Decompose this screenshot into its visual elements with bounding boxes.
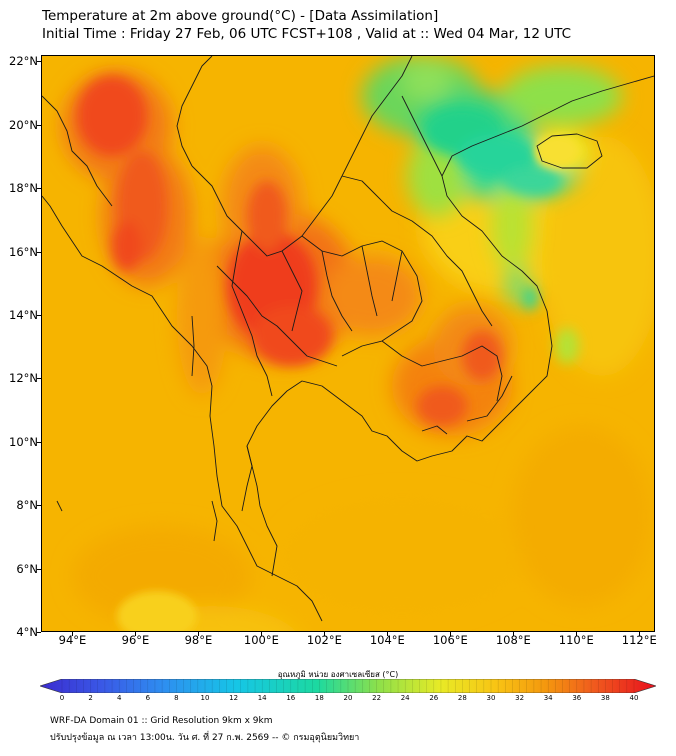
lon-tick bbox=[324, 632, 326, 636]
lat-tick bbox=[37, 632, 41, 633]
colorbar-tick-32: 32 bbox=[515, 694, 525, 702]
colorbar-tick-30: 30 bbox=[486, 694, 496, 702]
lat-tick bbox=[37, 505, 41, 507]
lon-label-108: 108°E bbox=[495, 633, 531, 647]
lon-tick bbox=[513, 632, 515, 636]
colorbar-tick-10: 10 bbox=[200, 694, 210, 702]
temperature-colorbar bbox=[40, 679, 656, 693]
lon-tick bbox=[72, 632, 74, 636]
lat-tick bbox=[37, 314, 41, 316]
lon-label-98: 98°E bbox=[184, 633, 213, 647]
colorbar-tick-2: 2 bbox=[88, 694, 93, 702]
colorbar-tick-14: 14 bbox=[257, 694, 267, 702]
lat-label-14: 14°N bbox=[9, 307, 38, 322]
lon-tick bbox=[135, 632, 137, 636]
lat-label-18: 18°N bbox=[9, 181, 38, 196]
lon-label-100: 100°E bbox=[243, 633, 279, 647]
lon-tick bbox=[198, 632, 200, 636]
lat-label-22: 22°N bbox=[9, 54, 38, 69]
colorbar-tick-0: 0 bbox=[59, 694, 65, 702]
lat-tick bbox=[37, 441, 41, 443]
lon-tick bbox=[450, 632, 452, 636]
lon-label-104: 104°E bbox=[369, 633, 405, 647]
lat-label-6: 6°N bbox=[16, 561, 38, 576]
lon-label-96: 96°E bbox=[121, 633, 150, 647]
lat-tick bbox=[37, 61, 41, 63]
lat-label-16: 16°N bbox=[9, 244, 38, 259]
colorbar-tick-40: 40 bbox=[629, 694, 639, 702]
lat-tick bbox=[37, 251, 41, 253]
map-subtitle: Initial Time : Friday 27 Feb, 06 UTC FCS… bbox=[42, 26, 572, 42]
lat-tick bbox=[37, 568, 41, 570]
lon-tick bbox=[387, 632, 389, 636]
colorbar-tick-38: 38 bbox=[600, 694, 610, 702]
colorbar-tick-34: 34 bbox=[543, 694, 553, 702]
lat-label-8: 8°N bbox=[16, 498, 38, 513]
colorbar-tick-22: 22 bbox=[372, 694, 382, 702]
colorbar-tick-4: 4 bbox=[116, 694, 122, 702]
colorbar-tick-6: 6 bbox=[145, 694, 151, 702]
lon-label-94: 94°E bbox=[58, 633, 87, 647]
colorbar-tick-26: 26 bbox=[429, 694, 439, 702]
lon-label-112: 112°E bbox=[621, 633, 657, 647]
lat-label-20: 20°N bbox=[9, 117, 38, 132]
lon-tick bbox=[639, 632, 641, 636]
colorbar-title: อุณหภูมิ หน่วย องศาเซลเซียส (°C) bbox=[277, 670, 399, 679]
map-borders bbox=[42, 56, 654, 622]
colorbar-tick-24: 24 bbox=[400, 694, 410, 702]
colorbar-tick-20: 20 bbox=[343, 694, 353, 702]
lat-label-10: 10°N bbox=[9, 434, 38, 449]
colorbar-tick-12: 12 bbox=[229, 694, 239, 702]
colorbar-tick-16: 16 bbox=[286, 694, 296, 702]
lat-tick bbox=[37, 378, 41, 380]
lon-tick bbox=[576, 632, 578, 636]
footer-update-info: ปรับปรุงข้อมูล ณ เวลา 13:00น. วัน ศ. ที่… bbox=[50, 733, 360, 743]
lat-label-4: 4°N bbox=[16, 625, 38, 639]
lon-label-110: 110°E bbox=[558, 633, 594, 647]
lon-label-106: 106°E bbox=[432, 633, 468, 647]
temperature-map bbox=[41, 55, 655, 632]
colorbar-tick-36: 36 bbox=[572, 694, 582, 702]
lon-label-102: 102°E bbox=[306, 633, 342, 647]
footer-model-info: WRF-DA Domain 01 :: Grid Resolution 9km … bbox=[50, 716, 273, 726]
colorbar-tick-8: 8 bbox=[174, 694, 179, 702]
lon-tick bbox=[261, 632, 263, 636]
map-title: Temperature at 2m above ground(°C) - [Da… bbox=[42, 8, 439, 24]
lat-label-12: 12°N bbox=[9, 371, 38, 386]
lat-tick bbox=[37, 124, 41, 126]
colorbar-tick-28: 28 bbox=[457, 694, 467, 702]
lat-tick bbox=[37, 188, 41, 190]
colorbar-tick-18: 18 bbox=[314, 694, 324, 702]
